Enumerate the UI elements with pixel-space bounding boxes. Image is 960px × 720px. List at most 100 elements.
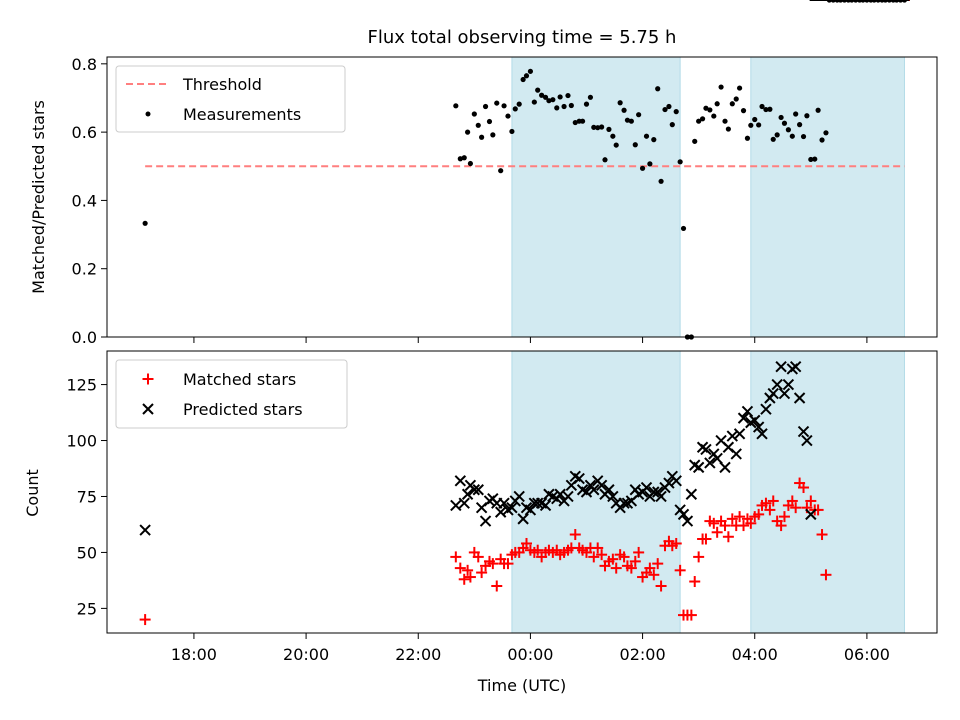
predicted-star-point bbox=[711, 452, 723, 465]
legend-matched-swatch bbox=[142, 373, 154, 385]
predicted-star-point bbox=[778, 387, 791, 400]
measurement-point bbox=[767, 106, 773, 112]
measurement-point bbox=[606, 126, 612, 132]
measurement-point bbox=[599, 124, 605, 130]
measurement-point bbox=[812, 156, 818, 162]
measurement-point bbox=[669, 122, 675, 128]
matched-star-point bbox=[652, 558, 664, 570]
measurement-point bbox=[662, 106, 668, 113]
matched-star-point bbox=[454, 562, 466, 574]
measurement-point bbox=[628, 118, 634, 124]
measurement-point bbox=[561, 103, 567, 110]
measurement-point bbox=[557, 94, 563, 100]
measurement-point bbox=[591, 124, 597, 130]
measurement-point bbox=[680, 225, 687, 232]
measurement-point bbox=[610, 133, 616, 139]
legend-plus-marker bbox=[142, 373, 154, 385]
measurement-point bbox=[565, 92, 571, 99]
predicted-star-point bbox=[618, 497, 630, 509]
matched-star-point bbox=[629, 555, 641, 567]
matched-star-point bbox=[778, 511, 790, 523]
shaded-interval-1 bbox=[511, 350, 681, 634]
measurement-point bbox=[509, 128, 515, 135]
measurement-point bbox=[531, 99, 537, 105]
bottom-y-ticks: 25 50 75 100 125 bbox=[66, 376, 107, 618]
shaded-interval-1 bbox=[511, 56, 681, 338]
matched-star-point bbox=[790, 502, 802, 514]
measurement-point bbox=[763, 106, 769, 113]
matched-star-point bbox=[693, 551, 705, 563]
predicted-star-point bbox=[580, 486, 593, 498]
measurement-point bbox=[815, 107, 821, 113]
predicted-star-point bbox=[692, 461, 705, 474]
predicted-star-point bbox=[749, 414, 761, 427]
measurement-point bbox=[808, 156, 814, 163]
matched-star-points bbox=[139, 0, 910, 626]
matched-star-point bbox=[502, 558, 514, 570]
predicted-star-point bbox=[756, 428, 768, 440]
legend-measurements-label: Measurements bbox=[183, 105, 301, 124]
bottom-x-ticks: 18:00 20:00 22:00 00:00 02:00 04:00 06:00 bbox=[171, 633, 890, 664]
measurement-point bbox=[781, 120, 788, 126]
measurement-point bbox=[457, 156, 463, 162]
matched-star-point bbox=[655, 580, 667, 592]
predicted-star-point bbox=[648, 486, 660, 498]
predicted-star-point bbox=[730, 448, 742, 460]
predicted-star-point bbox=[726, 430, 739, 442]
predicted-star-point bbox=[595, 479, 608, 491]
matched-star-point bbox=[588, 551, 600, 563]
measurement-point bbox=[632, 142, 638, 148]
x-tick-label: 00:00 bbox=[507, 645, 553, 664]
legend-predicted-label: Predicted stars bbox=[183, 400, 303, 419]
predicted-star-point bbox=[767, 387, 779, 400]
measurement-point bbox=[639, 165, 646, 171]
predicted-star-point bbox=[139, 524, 151, 536]
measurement-point bbox=[740, 108, 747, 114]
measurement-point bbox=[467, 160, 474, 167]
measurement-point bbox=[475, 122, 481, 128]
measurement-point bbox=[527, 68, 534, 74]
matched-star-point bbox=[798, 482, 810, 494]
predicted-star-point bbox=[700, 443, 712, 456]
measurement-point bbox=[785, 127, 791, 133]
matched-star-point bbox=[738, 520, 750, 532]
measurement-point bbox=[804, 113, 810, 119]
matched-star-point bbox=[625, 562, 637, 574]
measurement-point bbox=[759, 103, 765, 110]
matched-star-point bbox=[633, 546, 645, 558]
measurement-point bbox=[539, 92, 545, 98]
matched-star-point bbox=[520, 537, 532, 549]
matched-star-point bbox=[139, 614, 151, 626]
matched-star-point bbox=[820, 569, 832, 581]
predicted-star-point bbox=[760, 403, 772, 415]
matched-star-point bbox=[487, 558, 499, 570]
measurement-point bbox=[729, 101, 735, 107]
y-tick-label: 125 bbox=[66, 376, 97, 395]
y-tick-label: 75 bbox=[77, 487, 97, 506]
predicted-star-point bbox=[479, 515, 492, 527]
matched-star-point bbox=[753, 508, 765, 520]
predicted-star-point bbox=[494, 506, 507, 518]
measurement-point bbox=[554, 105, 560, 111]
x-axis-label: Time (UTC) bbox=[477, 676, 566, 695]
predicted-star-point bbox=[454, 475, 467, 487]
measurement-point bbox=[602, 157, 608, 163]
predicted-star-point bbox=[801, 434, 813, 447]
measurement-point bbox=[486, 118, 493, 125]
measurement-point bbox=[696, 118, 702, 124]
predicted-star-point bbox=[603, 484, 615, 496]
matched-star-point bbox=[689, 576, 701, 588]
measurement-point bbox=[752, 116, 758, 123]
matched-star-point bbox=[726, 513, 738, 525]
measurement-point bbox=[583, 101, 590, 107]
legend-predicted-swatch bbox=[142, 403, 154, 415]
x-tick-label: 04:00 bbox=[732, 645, 778, 664]
matched-star-point bbox=[607, 553, 619, 565]
predicted-star-point bbox=[771, 378, 783, 391]
predicted-star-point bbox=[468, 484, 481, 496]
measurement-point bbox=[677, 159, 683, 165]
matched-star-point bbox=[767, 495, 779, 507]
predicted-star-point bbox=[458, 497, 470, 509]
measurement-point bbox=[733, 96, 739, 102]
matched-star-point bbox=[596, 549, 608, 561]
